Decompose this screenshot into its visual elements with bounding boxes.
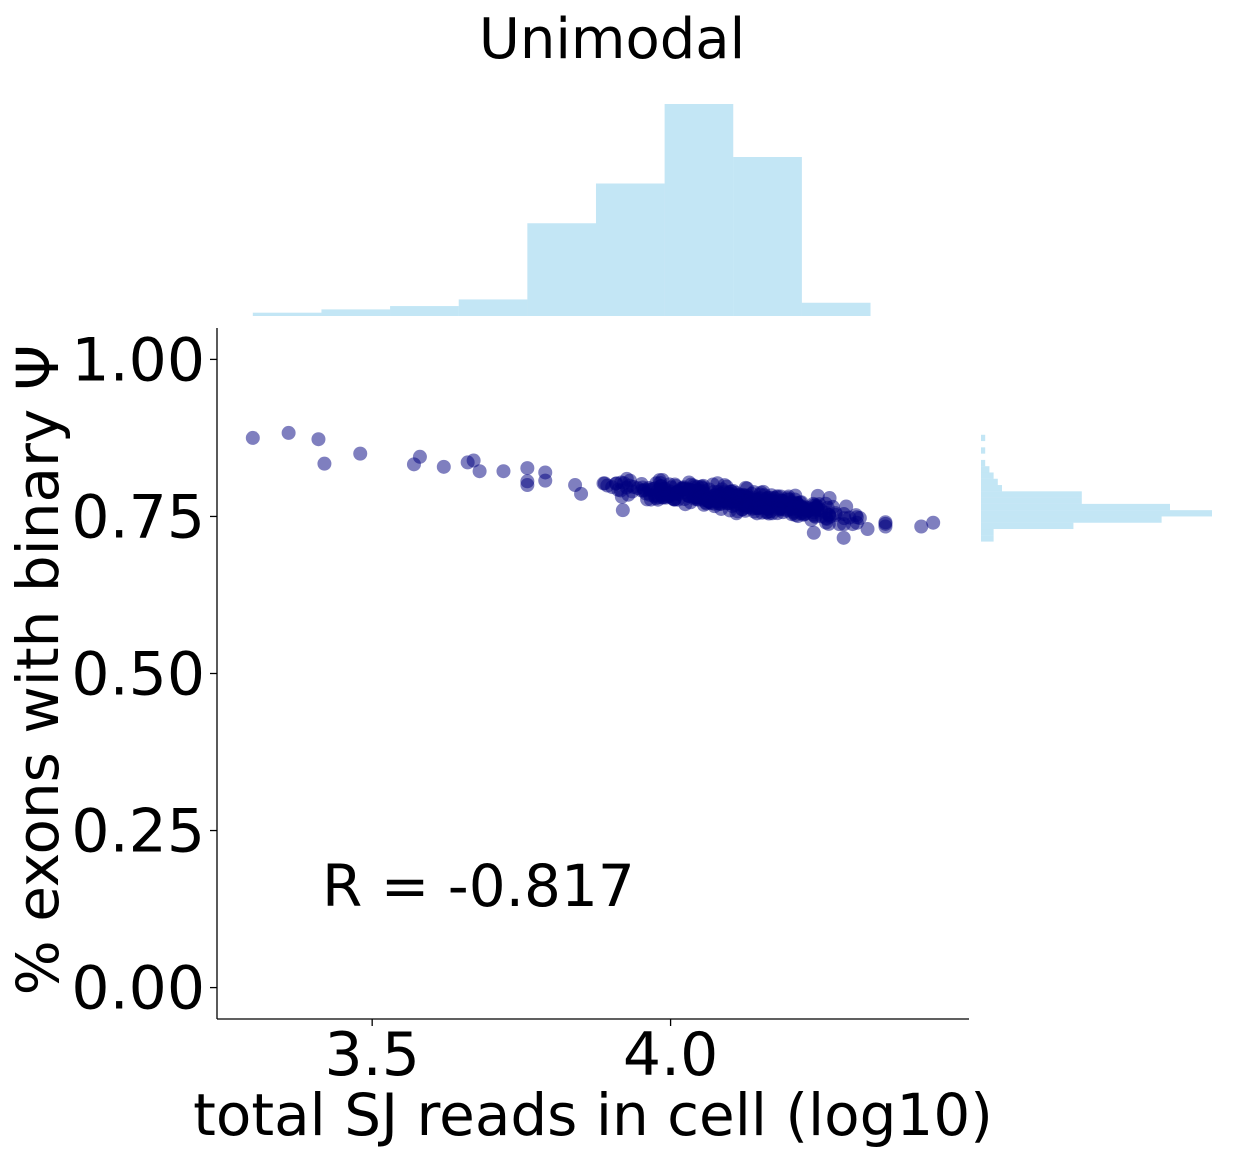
x-tick-label: 3.5 (324, 1020, 419, 1090)
scatter-point (520, 461, 535, 476)
correlation-annotation: R = -0.817 (322, 852, 635, 920)
right-histogram-bar (981, 535, 994, 542)
scatter-point (686, 478, 701, 493)
scatter-point (926, 515, 941, 530)
y-tick-label: 0.25 (71, 797, 205, 867)
scatter-point (836, 530, 851, 545)
scatter-point (634, 477, 649, 492)
x-ticks: 3.5 4.0 (324, 1019, 718, 1090)
scatter-points (245, 425, 941, 545)
y-ticks: 0.00 0.25 0.50 0.75 1.00 (71, 325, 217, 1024)
right-histogram-bar (981, 522, 1074, 530)
top-histogram-bar (390, 306, 459, 316)
scatter-point (810, 488, 825, 503)
scatter-point (714, 501, 729, 516)
scatter-point (574, 486, 589, 501)
scatter-point (860, 522, 875, 537)
y-tick-label: 0.50 (71, 640, 205, 710)
scatter-point (839, 499, 854, 514)
right-histogram-bar (981, 529, 994, 536)
scatter-point (698, 495, 713, 510)
scatter-point (622, 478, 637, 493)
right-histogram-bar (981, 485, 1002, 492)
scatter-point (914, 519, 929, 534)
top-histogram-bar (595, 183, 665, 316)
top-histogram-bar (801, 302, 871, 316)
y-tick-label: 0.75 (71, 482, 205, 552)
scatter-point (245, 430, 260, 445)
scatter-point (596, 476, 611, 491)
x-tick-label: 4.0 (623, 1020, 718, 1090)
scatter-point (317, 456, 332, 471)
scatter-point (806, 525, 821, 540)
scatter-point (764, 488, 779, 503)
scatter-point (760, 499, 775, 514)
scatter-point (496, 464, 511, 479)
scatter-point (412, 449, 427, 464)
right-histogram-bar (981, 466, 990, 473)
scatter-point (353, 446, 368, 461)
scatter-point (825, 499, 840, 514)
scatter-point (472, 464, 487, 479)
scatter-point (281, 425, 296, 440)
x-axis-label: total SJ reads in cell (log10) (193, 1081, 993, 1149)
y-tick-label: 1.00 (71, 325, 205, 395)
right-histogram-bar (981, 491, 1082, 498)
scatter-point (807, 508, 822, 523)
top-histogram-bar (664, 104, 734, 316)
y-tick-label: 0.00 (71, 954, 205, 1024)
right-histogram-bar (981, 478, 998, 486)
right-histogram-bar (981, 434, 986, 442)
scatter-point (657, 482, 672, 497)
scatter-point (730, 489, 745, 504)
right-histogram-bar (981, 459, 986, 467)
top-marginal-histogram (252, 104, 871, 316)
scatter-point (740, 498, 755, 513)
right-histogram-bar (981, 516, 1162, 523)
top-histogram-bar (252, 312, 322, 316)
scatter-point (538, 473, 553, 488)
scatter-point (615, 503, 630, 518)
top-histogram-bar (733, 157, 802, 316)
scatter-point (436, 459, 451, 474)
scatter-point (311, 432, 326, 447)
scatter-point (520, 474, 535, 489)
scatter-axes: 0.00 0.25 0.50 0.75 1.00 3.5 4.0 (71, 325, 969, 1090)
right-histogram-bar (981, 503, 1170, 511)
right-histogram-bar (981, 447, 986, 454)
right-histogram-bar (981, 497, 1082, 504)
scatter-point (837, 517, 852, 532)
right-marginal-histogram (981, 434, 1212, 542)
scatter-point (710, 489, 725, 504)
top-histogram-bar (321, 309, 391, 316)
scatter-point (466, 453, 481, 468)
top-histogram-bar (527, 223, 596, 316)
scatter-point (819, 511, 834, 526)
scatter-point (776, 505, 791, 520)
top-histogram-bar (458, 299, 528, 316)
right-histogram-bar (981, 472, 994, 479)
chart-title: Unimodal (479, 7, 745, 72)
right-histogram-bar (981, 510, 1212, 517)
scatter-point (878, 516, 893, 531)
y-axis-label: % exons with binary Ψ (4, 345, 72, 996)
